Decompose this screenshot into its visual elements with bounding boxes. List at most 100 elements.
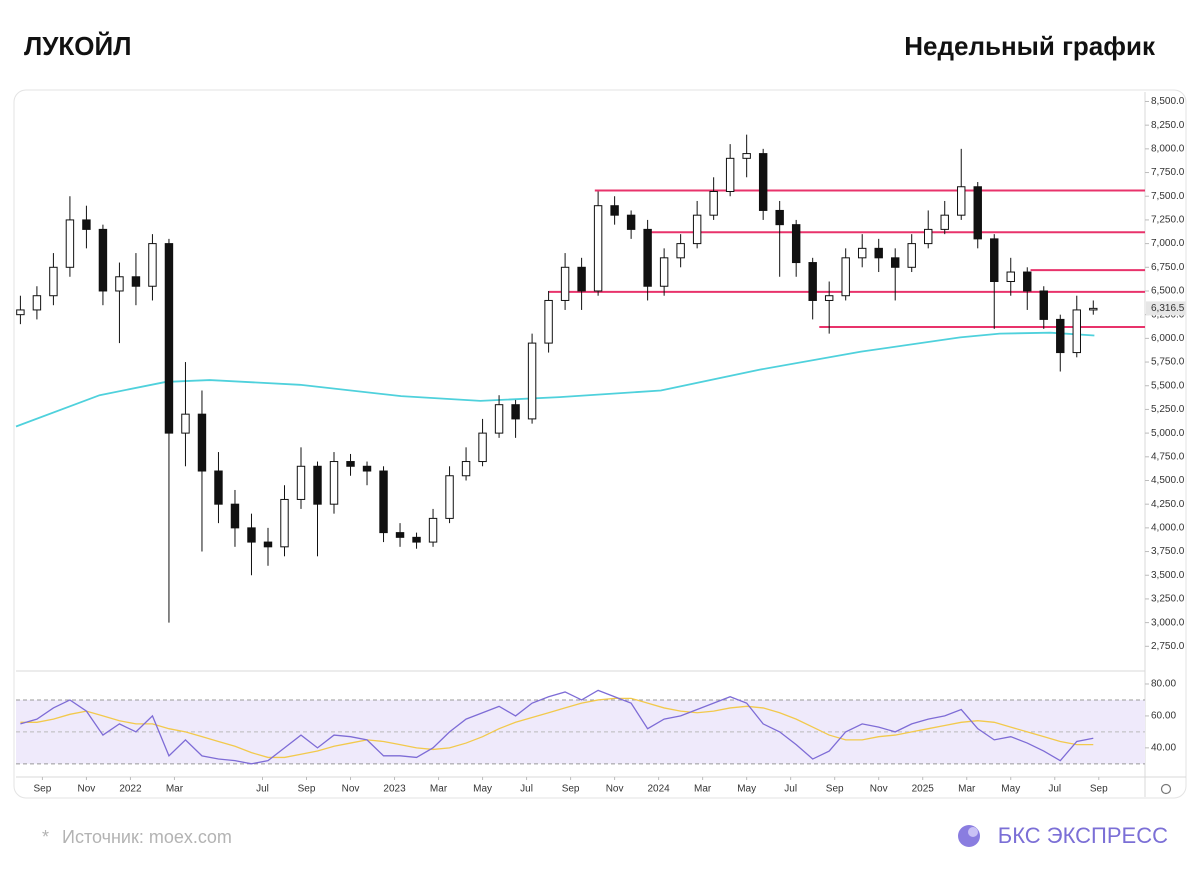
x-tick-label: Sep	[562, 784, 580, 795]
y-tick-label: 5,750.0	[1151, 357, 1185, 368]
x-tick-label: Jul	[1048, 784, 1061, 795]
y-tick-label: 6,750.0	[1151, 262, 1185, 273]
candle-body	[527, 342, 537, 420]
candle-body	[593, 205, 603, 292]
candle-body	[1006, 271, 1015, 283]
y-tick-label: 6,500.0	[1151, 286, 1185, 297]
candle-body	[742, 153, 751, 159]
candle-body	[990, 238, 999, 283]
candle-body	[791, 224, 801, 264]
settings-icon[interactable]	[1160, 783, 1172, 795]
y-tick-label: 3,500.0	[1151, 570, 1185, 581]
candle-body	[395, 532, 405, 538]
candle-body	[16, 309, 25, 316]
x-tick-label: Sep	[298, 784, 316, 795]
candle-body	[676, 243, 685, 259]
candle-body	[890, 257, 900, 268]
candle-body	[329, 461, 339, 505]
candle-body	[65, 219, 75, 268]
x-tick-label: May	[737, 784, 756, 795]
y-tick-label: 8,250.0	[1151, 120, 1185, 131]
candle-body	[857, 247, 867, 259]
candle-body	[824, 295, 834, 301]
candle-body	[841, 257, 850, 297]
candle-body	[32, 295, 42, 311]
y-tick-label: 4,250.0	[1151, 499, 1185, 510]
y-tick-label: 7,000.0	[1151, 238, 1185, 249]
chart-subtitle: Недельный график	[904, 31, 1156, 61]
candle-body	[445, 475, 454, 519]
candle-body	[511, 404, 520, 420]
candle-body	[957, 186, 966, 216]
rsi-line	[20, 697, 1094, 759]
candle-body	[907, 243, 916, 268]
x-tick-label: Mar	[694, 784, 712, 795]
candle-body	[544, 299, 553, 344]
x-tick-label: Jul	[520, 784, 533, 795]
y-tick-label: 8,500.0	[1151, 96, 1185, 107]
candle-body	[478, 432, 487, 463]
candle-body	[131, 276, 141, 287]
candle-body	[560, 266, 570, 301]
y-tick-label: 7,750.0	[1151, 167, 1185, 178]
y-tick-label: 7,250.0	[1151, 215, 1185, 226]
brand-logo	[958, 825, 980, 847]
candle-body	[1023, 271, 1032, 292]
x-tick-label: Mar	[166, 784, 184, 795]
candle-body	[973, 186, 982, 240]
x-tick-label: Jul	[256, 784, 269, 795]
candle-body	[692, 214, 702, 245]
candle-body	[181, 413, 190, 434]
candle-body	[230, 503, 240, 529]
candle-body	[1089, 307, 1098, 311]
x-tick-label: Nov	[870, 784, 888, 795]
x-tick-label: May	[473, 784, 492, 795]
candle-body	[626, 214, 636, 230]
x-tick-label: 2024	[648, 784, 671, 795]
candle-body	[494, 404, 504, 434]
x-tick-label: Nov	[78, 784, 96, 795]
candle-body	[924, 228, 933, 245]
y-tick-label: 3,750.0	[1151, 546, 1185, 557]
candle-body	[214, 470, 223, 505]
last-price-label: 6,316.5	[1151, 303, 1185, 314]
candle-body	[577, 266, 586, 292]
candle-body	[98, 228, 108, 292]
candle-body	[874, 247, 883, 259]
x-tick-label: 2023	[383, 784, 406, 795]
x-tick-label: Nov	[606, 784, 624, 795]
x-tick-label: 2022	[119, 784, 142, 795]
y-tick-label: 5,000.0	[1151, 428, 1185, 439]
x-tick-label: Sep	[1090, 784, 1108, 795]
candle-body	[263, 541, 273, 548]
y-tick-label: 5,250.0	[1151, 404, 1185, 415]
rsi-y-tick-label: 60.00	[1151, 711, 1176, 722]
last-price-box	[1146, 301, 1186, 316]
candle-body	[428, 517, 438, 543]
source: Источник: moex.com	[62, 827, 232, 847]
candle-body	[1039, 290, 1048, 320]
x-tick-label: 2025	[912, 784, 935, 795]
y-tick-label: 4,750.0	[1151, 451, 1185, 462]
x-tick-label: Mar	[958, 784, 976, 795]
candle-body	[49, 266, 58, 297]
candle-body	[1056, 318, 1065, 354]
y-tick-label: 6,000.0	[1151, 333, 1185, 344]
candle-body	[610, 205, 619, 216]
x-tick-label: May	[1001, 784, 1020, 795]
candle-body	[313, 465, 322, 505]
rsi-line	[20, 689, 1094, 765]
y-tick-label: 5,500.0	[1151, 380, 1185, 391]
candle-body	[280, 498, 289, 548]
candle-body	[775, 209, 784, 226]
source-mark: *	[42, 827, 49, 847]
candle-body	[940, 214, 949, 230]
candle-body	[808, 262, 817, 301]
candle-body	[115, 276, 124, 292]
y-tick-label: 4,500.0	[1151, 475, 1185, 486]
x-tick-label: Sep	[34, 784, 52, 795]
rsi-y-tick-label: 40.00	[1151, 742, 1176, 753]
candle-body	[197, 413, 207, 472]
